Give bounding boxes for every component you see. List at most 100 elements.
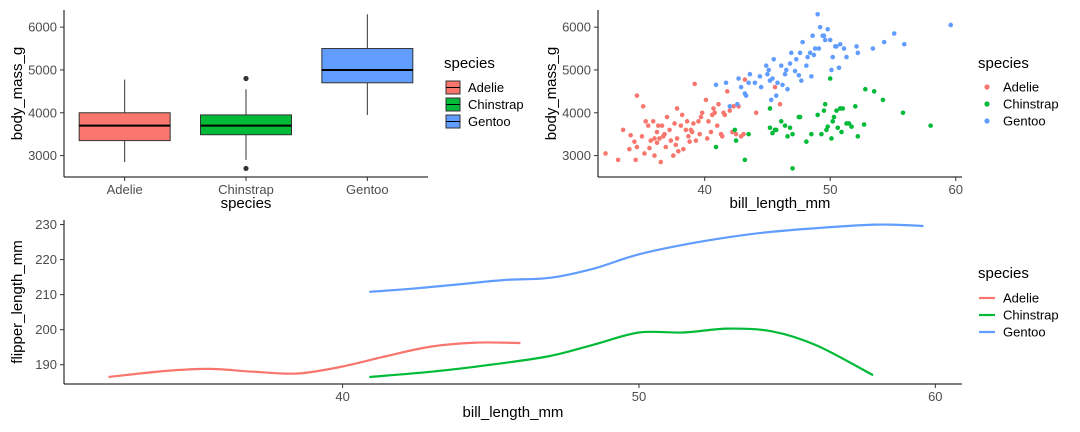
data-point — [948, 22, 954, 28]
data-point — [634, 93, 640, 98]
data-point — [659, 123, 665, 128]
data-point — [834, 44, 839, 49]
data-point — [724, 89, 730, 94]
data-point — [812, 46, 818, 51]
data-point — [827, 76, 833, 81]
data-point — [783, 67, 789, 73]
data-point — [743, 93, 749, 98]
x-tick-label: 50 — [823, 182, 837, 197]
box-body — [78, 112, 171, 142]
data-point — [849, 124, 854, 129]
data-point — [821, 33, 827, 38]
series-line-chinstrap — [369, 327, 874, 379]
data-point — [742, 157, 748, 163]
data-point — [714, 123, 720, 128]
data-point — [855, 134, 861, 139]
data-point — [642, 151, 647, 156]
data-point — [711, 106, 716, 111]
box-body — [321, 48, 414, 84]
data-point — [699, 110, 705, 116]
y-tick-label: 5000 — [562, 62, 591, 77]
data-point — [654, 129, 660, 135]
legend-title: species — [444, 55, 495, 72]
data-point — [706, 119, 711, 124]
legend-swatch — [984, 118, 990, 124]
data-point — [799, 78, 804, 83]
data-point — [692, 81, 697, 87]
series-line-gentoo — [369, 223, 924, 293]
data-point — [652, 136, 657, 141]
data-point — [732, 127, 738, 133]
data-point — [648, 138, 654, 143]
data-point — [840, 106, 846, 111]
data-point — [928, 123, 933, 128]
data-point — [900, 110, 906, 116]
data-point — [788, 50, 794, 56]
data-point — [773, 93, 779, 98]
data-point — [792, 68, 798, 74]
data-point — [855, 50, 861, 56]
data-point — [693, 138, 699, 143]
data-point — [664, 114, 670, 120]
data-point — [796, 73, 802, 78]
data-point — [836, 65, 842, 71]
data-point — [696, 119, 701, 124]
series-adelie — [603, 77, 783, 165]
data-point — [765, 71, 770, 77]
y-tick-label: 210 — [35, 287, 57, 302]
data-point — [628, 132, 633, 138]
data-point — [825, 124, 830, 129]
data-point — [668, 138, 674, 143]
data-point — [804, 139, 809, 144]
data-point — [809, 131, 814, 137]
data-point — [723, 80, 729, 86]
y-tick-label: 5000 — [28, 62, 57, 77]
data-point — [713, 144, 719, 150]
series-chinstrap — [713, 76, 933, 171]
data-point — [778, 63, 784, 68]
data-point — [676, 149, 681, 154]
data-point — [663, 144, 669, 150]
data-point — [752, 80, 758, 86]
data-point — [603, 151, 608, 156]
data-point — [703, 97, 709, 103]
data-point — [687, 139, 692, 144]
data-point — [777, 101, 783, 107]
y-tick-label: 230 — [35, 217, 57, 232]
data-point — [698, 114, 704, 120]
data-point — [804, 63, 809, 68]
y-axis-title: flipper_length_mm — [9, 240, 26, 363]
data-point — [741, 131, 746, 137]
data-point — [825, 26, 830, 32]
data-point — [831, 114, 837, 120]
series-gentoo — [713, 11, 954, 109]
data-point — [643, 119, 648, 124]
data-point — [753, 110, 759, 116]
data-point — [657, 136, 662, 141]
data-point — [829, 136, 834, 141]
data-point — [841, 46, 847, 51]
data-point — [758, 84, 764, 90]
legend-key-chinstrap: Chinstrap — [984, 97, 1059, 112]
data-point — [771, 56, 777, 62]
data-point — [800, 39, 805, 45]
data-point — [746, 80, 751, 86]
data-point — [782, 71, 788, 77]
legend-key-gentoo: Gentoo — [445, 114, 511, 129]
data-point — [809, 74, 814, 79]
data-point — [790, 131, 795, 137]
data-point — [797, 50, 803, 56]
data-point — [689, 129, 695, 135]
data-point — [853, 104, 858, 109]
data-point — [652, 153, 657, 158]
x-tick-label: 40 — [335, 389, 349, 404]
data-point — [821, 108, 827, 113]
data-point — [822, 101, 828, 107]
x-tick-label: Chinstrap — [218, 182, 274, 197]
data-point — [678, 123, 684, 128]
data-point — [727, 108, 733, 113]
data-point — [817, 24, 823, 30]
data-point — [863, 86, 868, 92]
